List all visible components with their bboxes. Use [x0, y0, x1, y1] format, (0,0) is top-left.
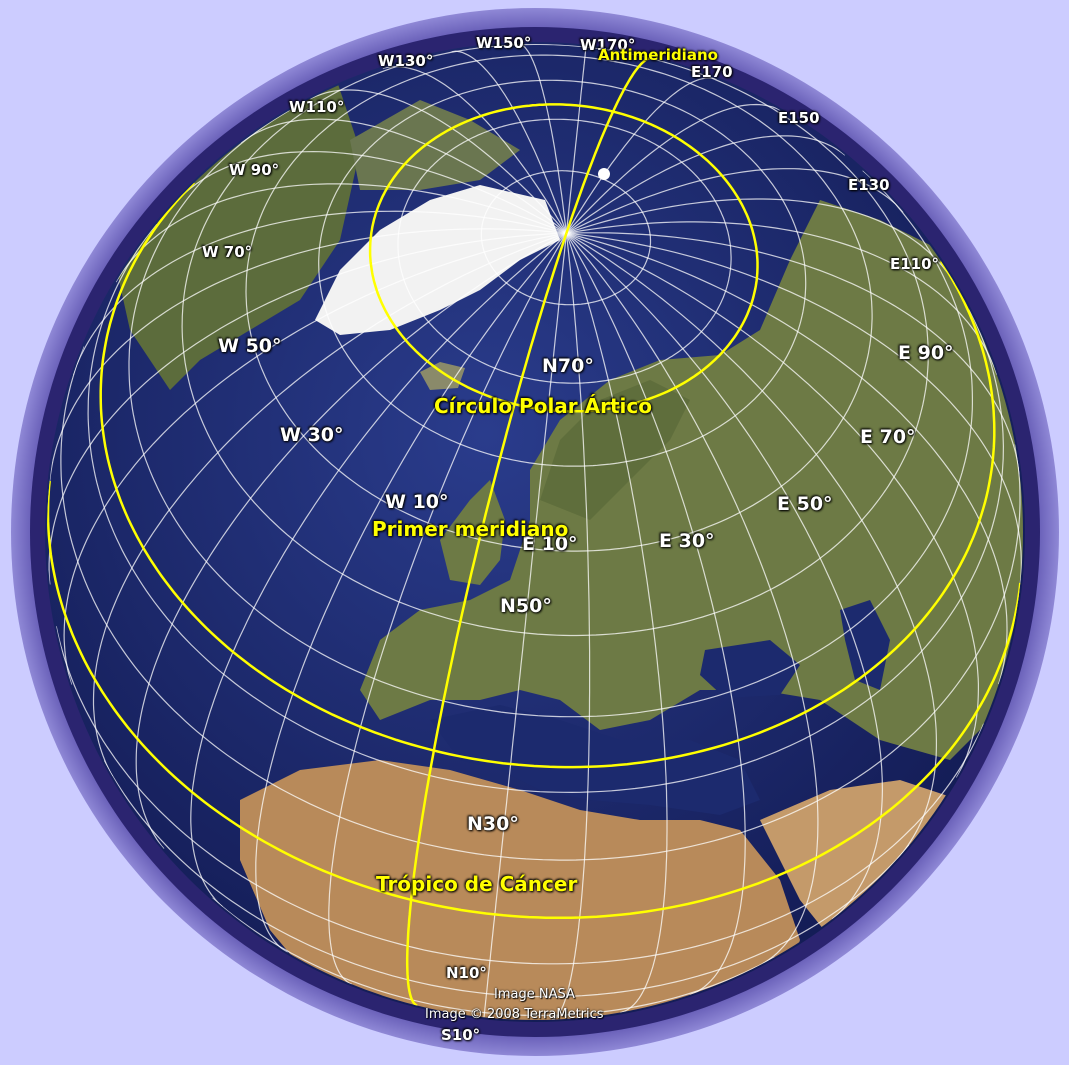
parallel-line — [87, 223, 1005, 794]
parallel-label-n50: N50° — [500, 595, 552, 617]
meridian-line — [565, 232, 746, 996]
parallel-line — [128, 109, 973, 718]
meridian-line — [566, 232, 937, 860]
meridian-label-e50: E 50° — [777, 493, 833, 515]
sea-caspian — [840, 600, 890, 690]
equator-line — [47, 480, 1022, 920]
meridian-line — [566, 135, 846, 234]
meridian-label-e90: E 90° — [898, 342, 954, 364]
meridian-line — [49, 228, 567, 482]
sea-mediterranean — [430, 705, 760, 815]
meridian-line — [565, 77, 717, 234]
meridian-line — [566, 232, 1008, 685]
meridian-label-e70: E 70° — [860, 426, 916, 448]
parallel-label-n70: N70° — [542, 355, 594, 377]
meridian-label-e130: E130 — [848, 176, 890, 194]
meridian-line — [566, 198, 956, 285]
prime-meridian-line — [405, 232, 568, 1007]
meridian-label-w30: W 30° — [280, 424, 344, 446]
meridian-label-e110: E110° — [890, 255, 940, 273]
meridian-line — [519, 44, 567, 234]
feature-lines — [47, 56, 1022, 1007]
meridian-line — [382, 66, 567, 234]
meridian-label-w10: W 10° — [385, 491, 449, 513]
meridian-line — [483, 233, 567, 1018]
parallel-line — [60, 346, 1021, 861]
prime-meridian-label: Primer meridiano — [372, 517, 569, 541]
graticule — [47, 44, 1022, 1020]
meridian-line — [566, 221, 998, 375]
antimeridian-label: Antimeridiano — [598, 46, 718, 64]
meridian-line — [48, 232, 567, 585]
antimeridian-line — [565, 56, 653, 234]
meridian-line — [72, 210, 567, 376]
meridian-label-w130: W130° — [378, 52, 434, 70]
land-africa — [240, 760, 800, 1020]
land-greenland — [315, 185, 560, 335]
meridian-line — [551, 233, 591, 1020]
meridian-line — [175, 150, 567, 234]
parallel-label-n10: N10° — [446, 964, 487, 982]
meridian-line — [328, 232, 567, 985]
meridian-label-w90: W 90° — [229, 161, 280, 179]
meridian-label-w150: W150° — [476, 34, 532, 52]
meridian-label-e170: E170 — [691, 63, 733, 81]
meridian-line — [115, 183, 567, 283]
arctic-circle-label: Círculo Polar Ártico — [434, 394, 652, 418]
meridian-line — [566, 232, 1022, 584]
north-pole-marker — [598, 168, 610, 180]
meridian-line — [565, 46, 587, 234]
meridian-line — [565, 103, 781, 234]
meridian-label-w170: W170° — [580, 36, 636, 54]
meridian-label-e10: E 10° — [522, 533, 578, 555]
meridian-label-w50: W 50° — [218, 335, 282, 357]
meridian-line — [566, 232, 884, 920]
meridian-line — [63, 232, 567, 685]
meridian-line — [135, 232, 567, 850]
imagery-credit-terrametrics: Image © 2008 TerraMetrics — [425, 1007, 604, 1022]
tropic-of-cancer-label: Trópico de Cáncer — [376, 872, 578, 896]
parallel-line — [103, 760, 910, 998]
meridian-line — [566, 232, 1021, 475]
meridian-line — [309, 89, 567, 234]
parallel-line — [55, 626, 985, 965]
meridian-line — [255, 232, 567, 954]
tropic-of-cancer-line — [99, 181, 996, 769]
meridian-line — [566, 168, 904, 234]
parallel-label-s10: S10° — [441, 1026, 481, 1044]
meridian-label-e150: E150 — [778, 109, 820, 127]
meridian-line — [240, 118, 567, 234]
meridian-line — [451, 50, 567, 234]
sea-black — [700, 640, 800, 698]
meridian-line — [566, 232, 979, 778]
meridian-line — [92, 232, 567, 777]
parallel-line — [211, 897, 775, 1017]
imagery-credit-nasa: Image NASA — [494, 987, 575, 1002]
meridian-label-w70: W 70° — [202, 243, 253, 261]
meridian-label-e30: E 30° — [659, 530, 715, 552]
meridian-line — [565, 233, 668, 1014]
parallel-label-n30: N30° — [467, 813, 519, 835]
meridian-label-w110: W110° — [289, 98, 345, 116]
land-arctic-islands — [350, 100, 520, 190]
land-iceland — [420, 362, 465, 390]
